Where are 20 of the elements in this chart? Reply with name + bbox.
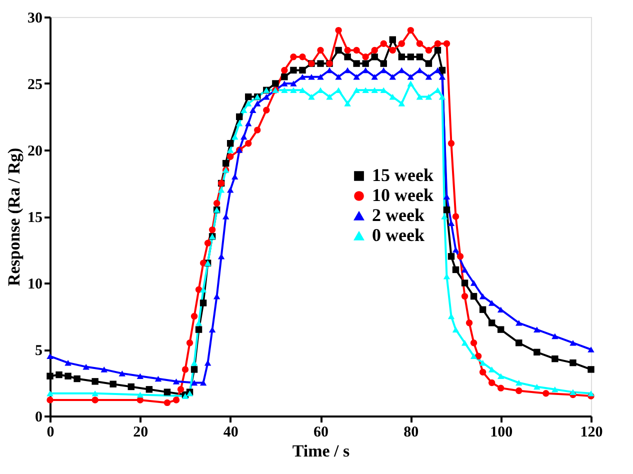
y-tick-label: 15	[28, 210, 42, 226]
y-tick-label: 5	[35, 343, 42, 359]
x-tick-label: 40	[223, 424, 238, 440]
legend-label: 0 week	[372, 225, 424, 245]
legend-label: 10 week	[372, 185, 434, 205]
y-tick-label: 20	[28, 144, 42, 160]
x-axis-title: Time / s	[292, 442, 350, 460]
x-tick-label: 0	[46, 424, 54, 440]
y-axis-title: Response (Ra / Rg)	[4, 148, 24, 286]
legend-label: 2 week	[372, 205, 424, 225]
x-tick-label: 20	[133, 424, 148, 440]
x-tick-label: 60	[314, 424, 328, 440]
y-tick-label: 30	[28, 10, 42, 26]
legend-label: 15 week	[372, 165, 434, 185]
x-tick-label: 80	[404, 424, 419, 440]
y-tick-label: 25	[28, 77, 42, 93]
y-tick-label: 10	[28, 276, 42, 292]
y-tick-label: 0	[35, 410, 42, 426]
x-tick-label: 100	[490, 424, 513, 440]
x-tick-label: 120	[580, 424, 603, 440]
